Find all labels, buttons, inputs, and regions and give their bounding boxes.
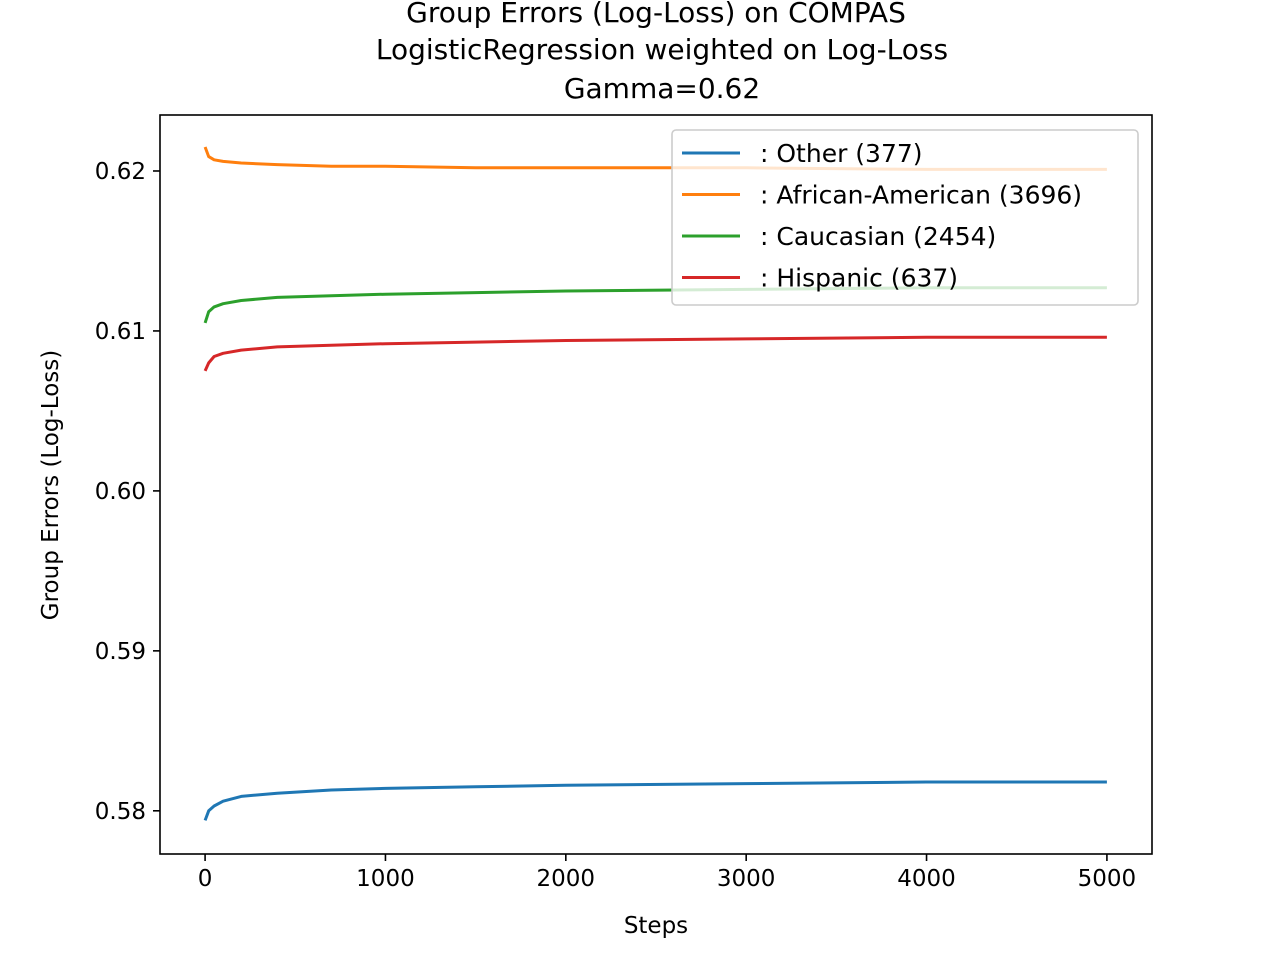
y-tick-label: 0.59 — [95, 639, 146, 665]
legend: : Other (377) : African-American (3696) : … — [671, 129, 1139, 306]
x-axis-label: Steps — [624, 913, 688, 939]
legend-label-1: : African-American (3696) — [760, 181, 1082, 210]
x-axis: 0 1000 2000 3000 4000 5000 — [198, 854, 1136, 892]
x-tick-label: 0 — [198, 866, 213, 892]
chart-title: Group Errors (Log-Loss) on COMPAS Logist… — [376, 0, 948, 105]
chart-title-line-1: Group Errors (Log-Loss) on COMPAS — [406, 0, 906, 29]
legend-label-3: : Hispanic (637) — [760, 264, 958, 293]
y-tick-label: 0.61 — [95, 319, 146, 345]
chart-title-line-2: LogisticRegression weighted on Log-Loss — [376, 33, 948, 66]
series-line-0 — [203, 780, 1107, 821]
chart-title-line-3: Gamma=0.62 — [564, 72, 760, 105]
x-tick-label: 4000 — [897, 866, 956, 892]
y-axis-label: Group Errors (Log-Loss) — [38, 350, 64, 620]
y-axis: 0.58 0.59 0.60 0.61 0.62 — [95, 159, 160, 825]
series-line-3 — [203, 335, 1107, 372]
x-tick-label: 1000 — [356, 866, 415, 892]
legend-label-2: : Caucasian (2454) — [760, 222, 996, 251]
x-tick-label: 2000 — [537, 866, 596, 892]
plot-area-frame — [159, 114, 1153, 855]
legend-label-0: : Other (377) — [760, 139, 923, 168]
y-tick-label: 0.62 — [95, 159, 146, 185]
y-tick-label: 0.60 — [95, 479, 146, 505]
x-tick-label: 5000 — [1078, 866, 1137, 892]
y-tick-label: 0.58 — [95, 799, 146, 825]
x-tick-label: 3000 — [717, 866, 776, 892]
legend-box — [671, 129, 1139, 306]
